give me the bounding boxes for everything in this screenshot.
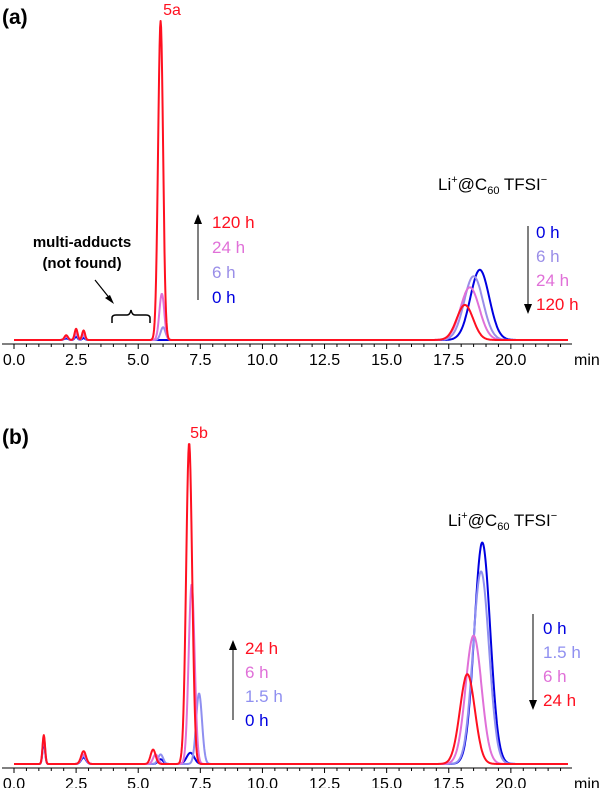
multi-adducts-bracket <box>111 309 151 323</box>
x-axis-label: min <box>574 776 600 788</box>
increase-arrowhead-b <box>229 640 237 650</box>
legend-a-inc-24h: 24 h <box>212 238 245 257</box>
panel-b: (b) 5b Li+@C60 TFSI− 24 h 6 h 1.5 h 0 h … <box>2 425 600 788</box>
plot-area-a: 0.0 2.5 5.0 7.5 10.0 12.5 15.0 17.5 20.0 min <box>2 20 600 369</box>
legend-b-dec-24h: 24 h <box>543 691 576 710</box>
x-tick-label: 7.5 <box>189 352 211 369</box>
increase-arrowhead-a <box>194 214 202 224</box>
legend-b-inc-1.5h: 1.5 h <box>245 687 283 706</box>
series-line-24h <box>13 286 569 341</box>
x-tick-label: 2.5 <box>65 776 87 788</box>
legend-b-inc-0h: 0 h <box>245 711 269 730</box>
x-tick-label: 5.0 <box>127 352 149 369</box>
x-tick-label: 20.0 <box>495 776 526 788</box>
decrease-arrowhead-a <box>524 304 532 314</box>
panel-b-label: (b) <box>2 426 29 449</box>
x-tick-label: 17.5 <box>433 776 464 788</box>
panel-a: (a) 5a Li+@C60 TFSI− multi-adducts (not … <box>2 2 600 369</box>
compound-label-a: Li+@C60 TFSI− <box>438 174 547 197</box>
legend-b-inc-24h: 24 h <box>245 639 278 658</box>
decrease-arrowhead-b <box>529 700 537 710</box>
legend-b-inc-6h: 6 h <box>245 663 269 682</box>
annotation-arrowhead <box>105 295 114 304</box>
x-tick-label: 20.0 <box>495 352 526 369</box>
panel-a-label: (a) <box>2 6 28 29</box>
legend-b-dec-6h: 6 h <box>543 667 567 686</box>
legend-a-inc-120h: 120 h <box>212 213 255 232</box>
series-line-120h <box>13 20 569 341</box>
series-line-24h <box>13 443 569 765</box>
legend-b-dec-1.5h: 1.5 h <box>543 643 581 662</box>
series-line-1.5h <box>13 570 569 765</box>
x-tick-label: 17.5 <box>433 352 464 369</box>
x-tick-label: 0.0 <box>3 352 25 369</box>
legend-a-inc-6h: 6 h <box>212 263 236 282</box>
peak-label-5b: 5b <box>190 425 208 442</box>
x-tick-label: 0.0 <box>3 776 25 788</box>
x-axis-label: min <box>574 352 600 369</box>
x-tick-label: 10.0 <box>247 776 278 788</box>
legend-b-dec-0h: 0 h <box>543 619 567 638</box>
peak-label-5a: 5a <box>163 2 181 19</box>
legend-a-dec-120h: 120 h <box>536 295 579 314</box>
multi-adducts-label: multi-adducts <box>33 234 131 251</box>
x-tick-label: 7.5 <box>189 776 211 788</box>
legend-a-dec-0h: 0 h <box>536 223 560 242</box>
x-tick-label: 5.0 <box>127 776 149 788</box>
series-line-6h <box>13 275 569 341</box>
legend-a-dec-24h: 24 h <box>536 271 569 290</box>
x-tick-label: 15.0 <box>371 352 402 369</box>
x-tick-label: 2.5 <box>65 352 87 369</box>
legend-a-inc-0h: 0 h <box>212 288 236 307</box>
x-tick-label: 15.0 <box>371 776 402 788</box>
legend-a-dec-6h: 6 h <box>536 247 560 266</box>
plot-area-b: 0.0 2.5 5.0 7.5 10.0 12.5 15.0 17.5 20.0 min <box>2 443 600 788</box>
series-line-0h <box>13 541 569 765</box>
not-found-label: (not found) <box>42 255 121 272</box>
x-tick-label: 12.5 <box>309 776 340 788</box>
compound-label-b: Li+@C60 TFSI− <box>448 510 557 533</box>
x-tick-label: 12.5 <box>309 352 340 369</box>
x-tick-label: 10.0 <box>247 352 278 369</box>
series-line-6h <box>13 583 569 765</box>
